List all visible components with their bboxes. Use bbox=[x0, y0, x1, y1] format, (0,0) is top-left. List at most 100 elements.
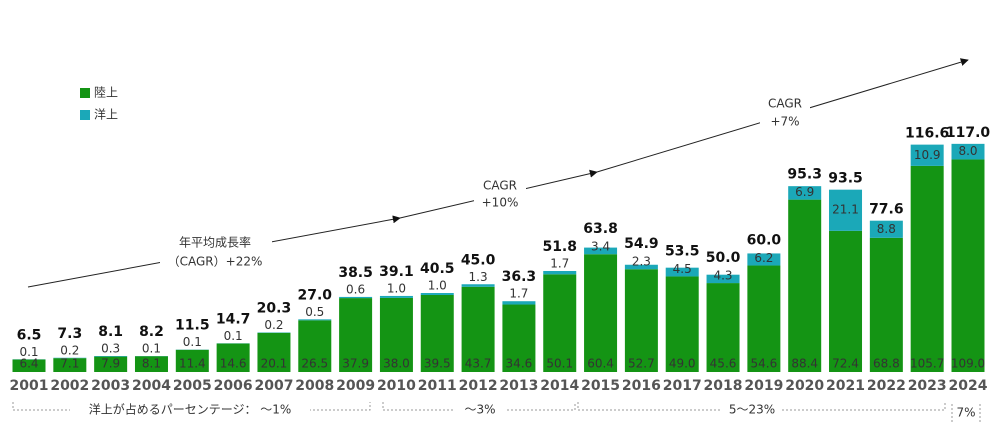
value-label: 0.2 bbox=[60, 343, 79, 357]
total-label: 53.5 bbox=[665, 243, 700, 259]
value-label: 0.1 bbox=[19, 345, 38, 359]
bar-segment bbox=[706, 283, 740, 372]
bar-segment bbox=[788, 186, 822, 200]
bar-segment bbox=[461, 284, 495, 287]
value-label: 8.8 bbox=[877, 222, 896, 236]
x-tick-label: 2002 bbox=[50, 378, 89, 394]
legend-swatch bbox=[80, 88, 90, 98]
total-label: 95.3 bbox=[787, 167, 822, 183]
legend-label: 陸上 bbox=[94, 86, 118, 100]
bar-segment bbox=[543, 270, 577, 275]
bar-segment bbox=[134, 356, 168, 372]
value-label: 1.0 bbox=[428, 279, 447, 293]
bar-segment bbox=[216, 343, 250, 372]
note-bg bbox=[455, 401, 505, 419]
x-tick-label: 2015 bbox=[581, 378, 620, 394]
share-note: 5～23% bbox=[729, 403, 775, 417]
x-tick-label: 2013 bbox=[499, 378, 538, 394]
value-label: 1.3 bbox=[469, 270, 488, 284]
bar-segment bbox=[910, 165, 944, 372]
value-label: 60.4 bbox=[587, 357, 614, 371]
value-label: 0.6 bbox=[346, 282, 365, 296]
value-label: 7.1 bbox=[60, 357, 79, 371]
value-label: 26.5 bbox=[301, 357, 328, 371]
x-tick-label: 2019 bbox=[744, 378, 783, 394]
bar-segment bbox=[379, 295, 413, 298]
bar-segment bbox=[624, 269, 658, 372]
total-label: 40.5 bbox=[420, 261, 455, 277]
total-label: 93.5 bbox=[828, 171, 863, 187]
value-label: 34.6 bbox=[506, 357, 533, 371]
value-label: 37.9 bbox=[342, 357, 369, 371]
x-tick-label: 2021 bbox=[826, 378, 865, 394]
share-note: 洋上が占めるパーセンテージ： ～1% bbox=[89, 402, 292, 417]
total-label: 38.5 bbox=[338, 265, 373, 281]
value-label: 6.2 bbox=[754, 251, 773, 265]
legend-swatch bbox=[80, 110, 90, 120]
total-label: 11.5 bbox=[175, 318, 210, 334]
value-label: 68.8 bbox=[873, 357, 900, 371]
bar-segment bbox=[53, 358, 87, 372]
x-tick-label: 2001 bbox=[10, 378, 49, 394]
value-label: 52.7 bbox=[628, 357, 655, 371]
x-tick-label: 2012 bbox=[459, 378, 498, 394]
total-label: 7.3 bbox=[57, 326, 82, 342]
bar-segment bbox=[869, 220, 903, 238]
legend-label: 洋上 bbox=[94, 107, 118, 122]
share-note: 7% bbox=[956, 406, 975, 420]
total-label: 54.9 bbox=[624, 236, 659, 252]
value-label: 88.4 bbox=[791, 357, 818, 371]
bar-segment bbox=[420, 294, 454, 372]
total-label: 8.1 bbox=[98, 324, 123, 340]
bar-segment bbox=[584, 247, 618, 255]
annotation-bg bbox=[474, 178, 526, 212]
value-label: 6.9 bbox=[795, 185, 814, 199]
bar-segment bbox=[94, 356, 128, 372]
total-label: 60.0 bbox=[747, 233, 782, 249]
total-label: 77.6 bbox=[869, 202, 904, 218]
value-label: 4.3 bbox=[713, 269, 732, 283]
value-label: 14.6 bbox=[220, 357, 247, 371]
annotation-bg bbox=[160, 234, 272, 272]
note-bg bbox=[722, 401, 782, 419]
bar-segment bbox=[869, 237, 903, 372]
annotation: CAGR bbox=[483, 179, 517, 193]
x-tick-label: 2023 bbox=[908, 378, 947, 394]
bar-segment bbox=[298, 319, 332, 321]
x-tick-label: 2010 bbox=[377, 378, 416, 394]
annotation: +7% bbox=[770, 115, 799, 129]
total-label: 45.0 bbox=[461, 252, 496, 268]
bar-segment bbox=[339, 296, 373, 299]
bar-segment bbox=[665, 276, 699, 372]
value-label: 2.3 bbox=[632, 255, 651, 269]
bar-segment bbox=[502, 301, 536, 305]
value-label: 0.2 bbox=[264, 318, 283, 332]
annotation: （CAGR）+22% bbox=[168, 255, 263, 269]
value-label: 8.1 bbox=[142, 357, 161, 371]
value-label: 1.7 bbox=[509, 287, 528, 301]
bar-segment bbox=[339, 298, 373, 372]
value-label: 0.1 bbox=[224, 329, 243, 343]
bar-segment bbox=[461, 286, 495, 372]
share-note: ～3% bbox=[464, 403, 495, 417]
bar-segment bbox=[951, 159, 985, 372]
x-tick-label: 2005 bbox=[173, 378, 212, 394]
bar-segment bbox=[910, 144, 944, 166]
total-label: 27.0 bbox=[298, 287, 333, 303]
note-bg bbox=[70, 401, 310, 419]
value-label: 4.5 bbox=[673, 262, 692, 276]
bar-segment bbox=[298, 320, 332, 372]
x-tick-label: 2011 bbox=[418, 378, 457, 394]
x-tick-label: 2009 bbox=[336, 378, 375, 394]
bar-segment bbox=[175, 349, 209, 372]
annotation: +10% bbox=[482, 196, 519, 210]
bar-segment bbox=[747, 253, 781, 266]
total-label: 36.3 bbox=[502, 269, 537, 285]
value-label: 10.9 bbox=[914, 148, 941, 162]
total-label: 14.7 bbox=[216, 311, 251, 327]
x-tick-label: 2004 bbox=[132, 378, 171, 394]
bar-segment bbox=[747, 265, 781, 372]
bar-segment bbox=[502, 304, 536, 372]
total-label: 8.2 bbox=[139, 324, 164, 340]
